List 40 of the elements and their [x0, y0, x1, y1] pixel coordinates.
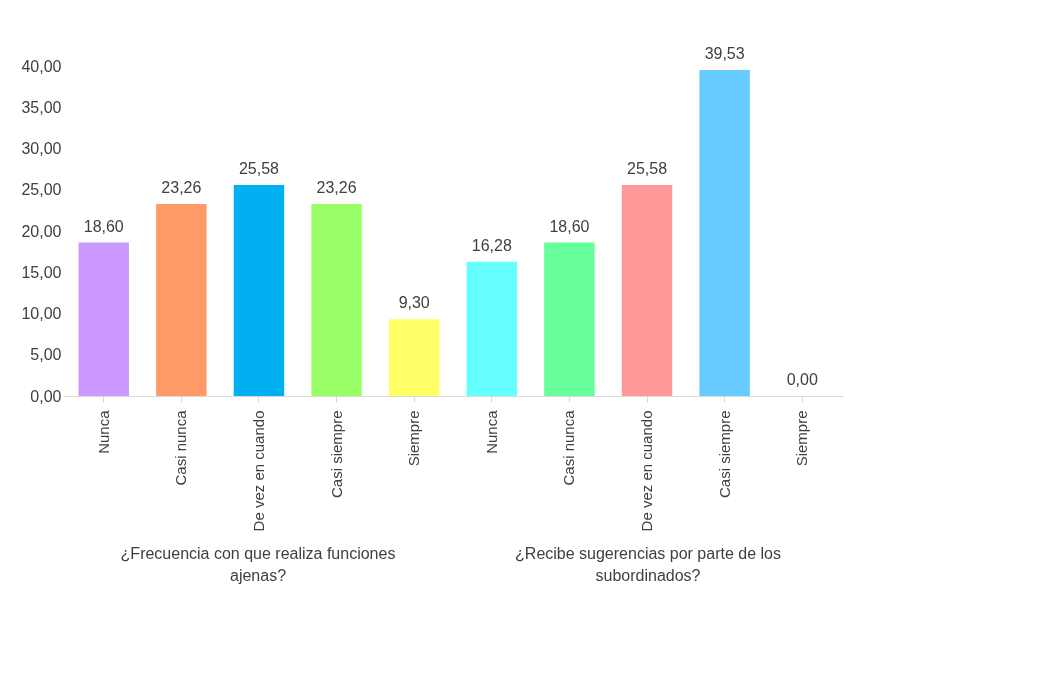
data-label: 18,60: [83, 217, 124, 235]
bar: [544, 242, 595, 396]
data-label: 25,58: [627, 159, 668, 177]
text: ¿Recibe sugerencias por parte de los subordinados?: [515, 545, 781, 584]
y-tick-label: 0,00: [30, 387, 62, 405]
bar: [156, 204, 207, 396]
data-label: 9,30: [398, 294, 430, 312]
bar: [466, 261, 518, 396]
data-label: 23,26: [316, 179, 357, 197]
y-tick-label: 40,00: [21, 57, 62, 75]
x-tick-label: Casi siempre: [715, 410, 733, 499]
bar: [699, 69, 750, 396]
y-tick-label: 10,00: [21, 305, 62, 322]
y-tick-label: 15,00: [21, 263, 62, 281]
x-tick-label: De vez en cuando: [249, 410, 267, 532]
y-tick-label: 30,00: [21, 140, 62, 157]
x-tick-label: De vez en cuando: [638, 410, 656, 532]
data-label: 16,28: [471, 236, 512, 254]
y-tick-label: 20,00: [21, 222, 62, 240]
x-tick-label: Casi siempre: [327, 410, 345, 499]
bar: [311, 204, 362, 396]
x-tick-label: Siempre: [405, 410, 423, 467]
data-label: 23,26: [161, 179, 202, 197]
bar: [233, 184, 285, 396]
x-tick-label: Siempre: [793, 410, 811, 467]
text: ¿Frecuencia con que realiza funciones ajenas?: [120, 545, 396, 584]
x-tick-label: Casi nunca: [172, 409, 190, 486]
data-label: 0,00: [786, 371, 818, 388]
y-tick-label: 5,00: [30, 346, 62, 364]
y-tick-label: 35,00: [21, 98, 62, 116]
bar: [78, 242, 129, 396]
data-label: 39,53: [704, 44, 745, 62]
x-tick-label: Casi nunca: [560, 409, 578, 486]
x-tick-label: Nunca: [482, 409, 500, 454]
bar: [621, 184, 673, 396]
data-label: 25,58: [238, 159, 280, 177]
y-tick-label: 25,00: [21, 181, 62, 199]
data-label: 18,60: [549, 217, 590, 235]
bar: [388, 319, 440, 396]
x-tick-label: Nunca: [94, 409, 112, 454]
